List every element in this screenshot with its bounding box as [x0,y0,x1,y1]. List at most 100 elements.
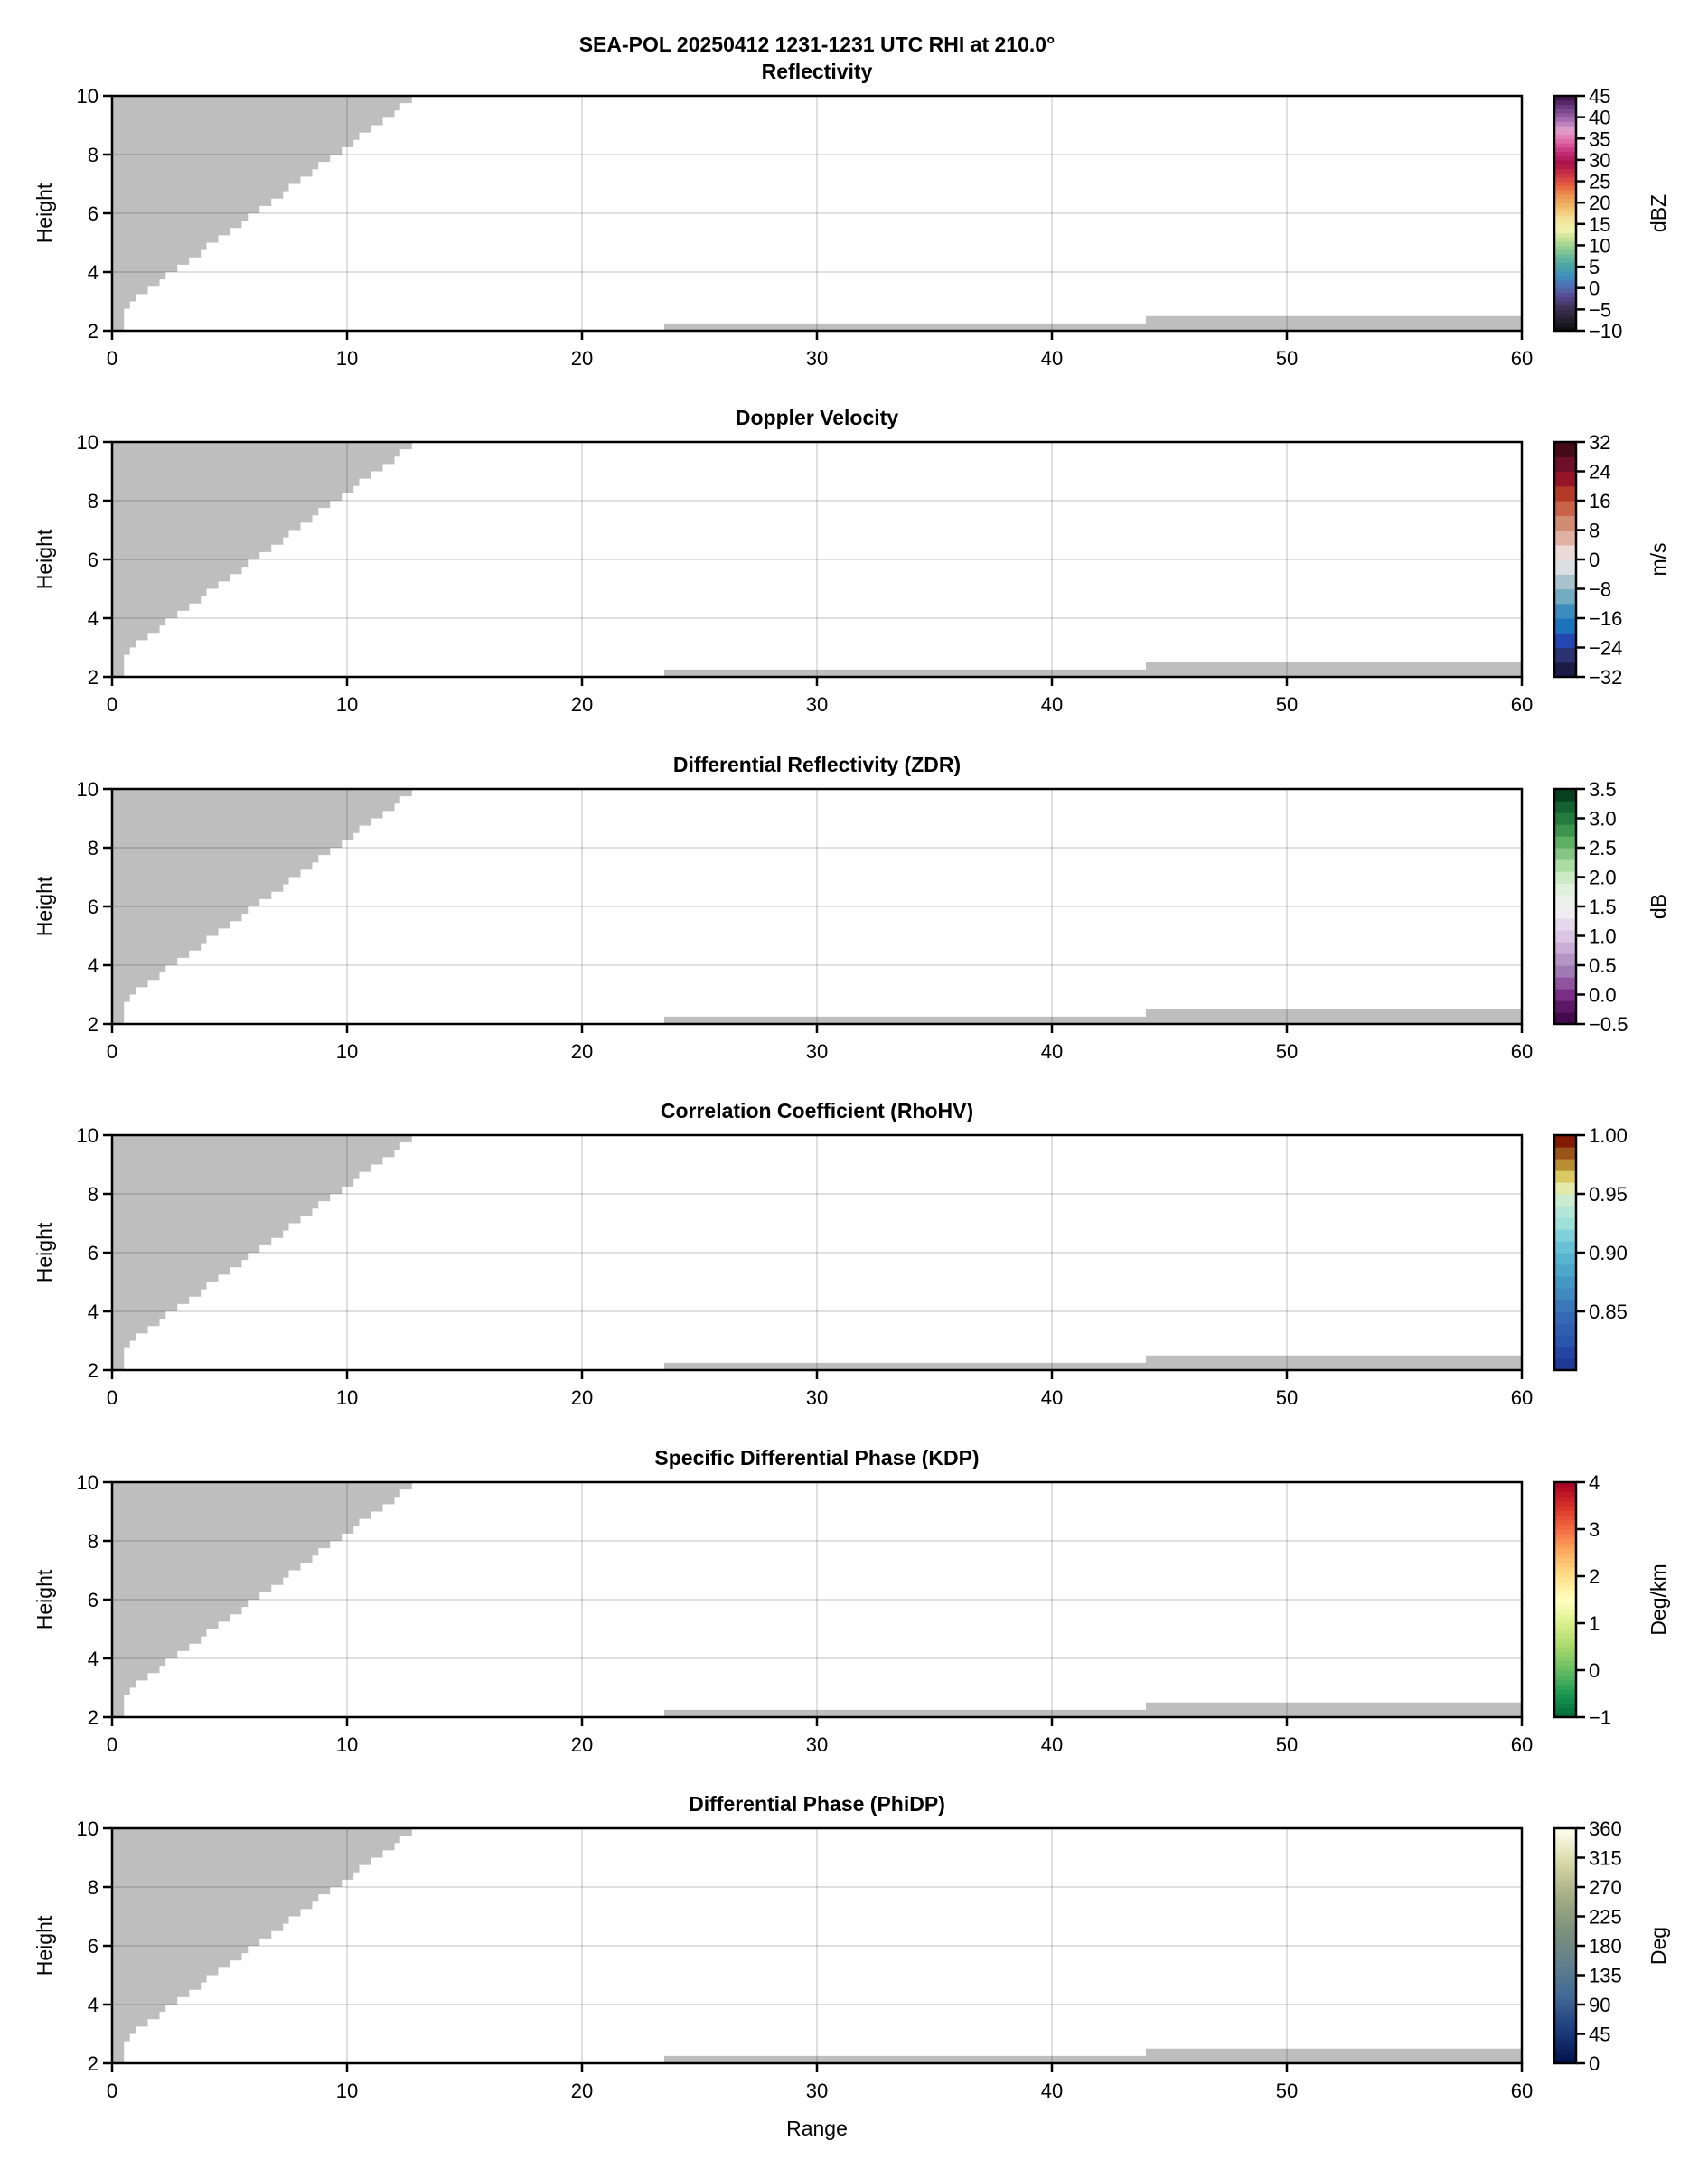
colorbar-bin [1554,942,1576,954]
no-data-cell [394,96,400,111]
no-data-cell [147,789,160,981]
colorbar-bin [1554,1830,1576,1834]
colorbar-bin [1554,1538,1576,1545]
no-data-cell [352,96,360,140]
no-data-cell [129,1135,136,1341]
colorbar: 0.85 0.90 0.95 1.00 [1553,1124,1628,1372]
colorbar-bin [1554,1901,1576,1904]
no-data-cell [300,1828,313,1910]
x-tick-label: 30 [806,347,828,370]
no-data-cell [270,1135,284,1238]
colorbar-tick-label: 90 [1589,1994,1610,2016]
no-data-cell [371,96,383,126]
colorbar-bin [1554,1660,1576,1667]
colorbar-bin [1554,1487,1576,1492]
colorbar-bin [1554,1543,1576,1549]
colorbar-label: m/s [1647,542,1670,576]
no-data-cell [258,96,272,206]
colorbar-bin [1554,1519,1576,1526]
x-tick-label: 60 [1511,1386,1533,1409]
x-tick-label: 50 [1276,1386,1298,1409]
colorbar-bin [1554,138,1576,144]
colorbar-bin [1554,185,1576,191]
colorbar-bin [1554,1828,1576,1832]
no-data-cell [382,1482,395,1505]
colorbar-bin [1554,223,1576,230]
no-data-cell [164,1828,178,2005]
colorbar-bin [1554,1915,1576,1919]
colorbar-bin [1554,2037,1576,2041]
x-tick-label: 10 [336,693,358,716]
colorbar-bin [1554,824,1576,837]
colorbar-bin [1554,633,1576,649]
no-data-cell [382,442,395,465]
colorbar-bin [1554,249,1576,255]
colorbar-bin [1554,895,1576,907]
no-data-cell [230,789,242,922]
colorbar-bin [1554,1712,1576,1718]
no-data-cell [230,96,242,229]
colorbar-bin [1554,1864,1576,1867]
colorbar-bin [1554,801,1576,813]
colorbar-bin [1554,871,1576,884]
colorbar-bin [1554,1566,1576,1573]
colorbar-bin [1554,104,1576,109]
colorbar-bin [1554,1971,1576,1975]
colorbar-bin [1554,1628,1576,1633]
y-tick-label: 2 [88,320,99,343]
colorbar-bin [1554,1854,1576,1857]
colorbar-bin [1554,237,1576,242]
no-data-cell [159,1135,166,1319]
y-axis-label: Height [33,876,56,936]
no-data-cell [241,1135,249,1261]
colorbar-bin [1554,1939,1576,1942]
colorbar-bin [1554,1948,1576,1951]
no-data-cell [164,442,178,618]
colorbar-bin [1554,1482,1576,1488]
x-tick-label: 30 [806,693,828,716]
x-tick-label: 10 [336,1733,358,1756]
colorbar-tick-label: −10 [1589,320,1622,343]
no-data-cell [218,442,230,582]
colorbar-bin [1554,789,1576,802]
colorbar-bin [1554,1684,1576,1690]
colorbar-tick-label: 35 [1589,127,1610,150]
colorbar-bin [1554,112,1576,118]
colorbar-bin [1554,953,1576,966]
x-tick-label: 60 [1511,347,1533,370]
colorbar-bin [1554,918,1576,931]
colorbar-tick-label: 3.0 [1589,808,1617,831]
no-data-cell [241,96,249,221]
colorbar-tick-label: 10 [1589,234,1610,257]
y-tick-label: 6 [88,896,99,918]
colorbar-bin [1554,1491,1576,1498]
no-data-cell [159,789,166,973]
colorbar-bin [1554,1981,1576,1985]
colorbar-bin [1554,1581,1576,1586]
no-data-cell [359,789,371,826]
y-tick-label: 2 [88,1706,99,1729]
colorbar-bin [1554,1000,1576,1013]
colorbar-bin [1554,1182,1576,1195]
no-data-cell [300,789,313,870]
x-tick-label: 40 [1041,1733,1063,1756]
no-data-cell [352,1828,360,1873]
colorbar-tick-label: 1.5 [1589,896,1617,918]
colorbar-bin [1554,1358,1576,1371]
y-tick-label: 2 [88,2052,99,2075]
colorbar-bin [1554,485,1576,502]
no-data-cell [352,442,360,486]
colorbar-bin [1554,1623,1576,1629]
no-data-cell [394,1482,400,1498]
no-data-cell [258,1828,272,1939]
panel-4: Specific Differential Phase (KDP)0 10 20 30… [33,1446,1670,1756]
colorbar-bin [1554,232,1576,238]
no-data-cell [200,1828,207,1983]
colorbar-bin [1554,1887,1576,1891]
x-tick-label: 30 [806,2080,828,2102]
no-data-cell [200,1135,207,1290]
no-data-cell [282,442,289,538]
colorbar-bin [1554,173,1576,178]
colorbar-bin [1554,442,1576,457]
no-data-cell [317,789,331,856]
